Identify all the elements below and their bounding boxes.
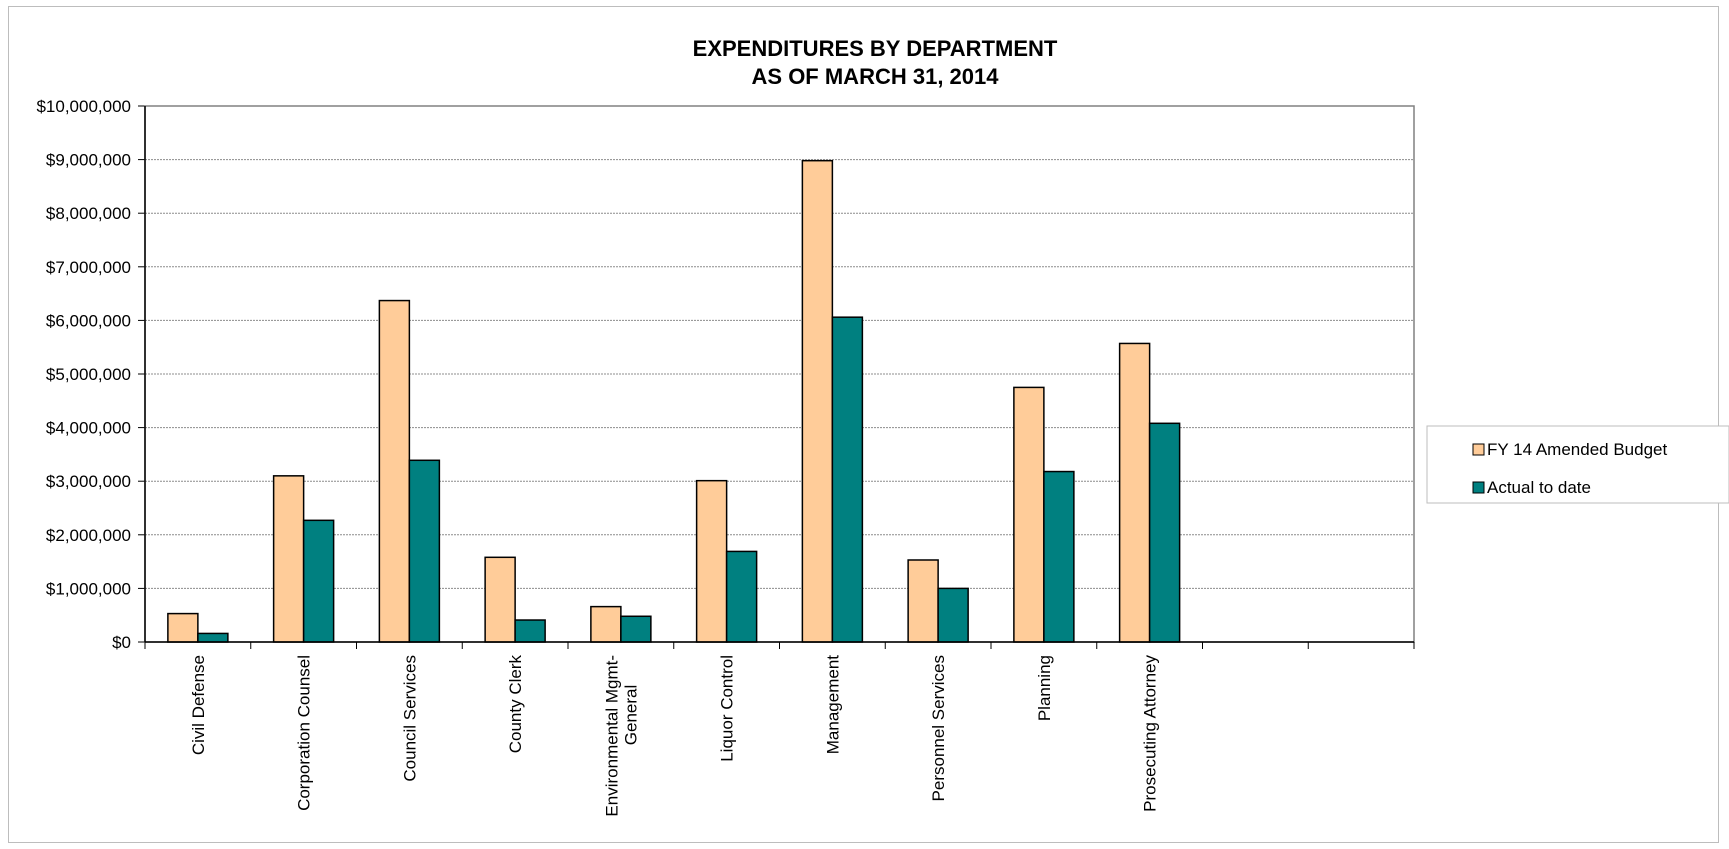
x-tick-label: Liquor Control	[718, 655, 737, 762]
plot-area: $0 $1,000,000 $2,000,000 $3,000,000 $4,000,0…	[36, 97, 1415, 817]
y-tick-label: $1,000,000	[46, 579, 131, 598]
y-tick-label: $7,000,000	[46, 258, 131, 277]
legend-swatch	[1472, 443, 1485, 456]
legend-label: Actual to date	[1487, 478, 1591, 497]
y-tick-label: $2,000,000	[46, 526, 131, 545]
chart-title-line-1: EXPENDITURES BY DEPARTMENT	[693, 36, 1058, 61]
chart-frame	[8, 6, 1719, 843]
chart-title-line-2: AS OF MARCH 31, 2014	[752, 64, 1000, 89]
bar-actual	[302, 519, 335, 643]
bar-budget	[1118, 342, 1151, 643]
bar-actual	[937, 587, 969, 643]
bar-budget	[272, 475, 305, 643]
bar-actual	[725, 550, 758, 643]
y-tick-label: $6,000,000	[46, 311, 131, 330]
y-tick-label: $10,000,000	[36, 97, 131, 116]
y-tick-label: $4,000,000	[46, 419, 131, 438]
y-tick-label: $3,000,000	[46, 472, 131, 491]
bar-budget	[801, 159, 834, 643]
bar-budget	[1013, 386, 1045, 643]
bar-actual	[1043, 470, 1075, 643]
bar-actual	[831, 316, 864, 643]
y-tick-label: $0	[112, 633, 131, 652]
y-tick-label: $8,000,000	[46, 204, 131, 223]
bar-actual	[514, 619, 546, 643]
legend: FY 14 Amended Budget Actual to date	[1426, 425, 1729, 504]
bar-actual	[197, 632, 229, 643]
legend-swatch	[1472, 481, 1485, 494]
bar-actual	[620, 615, 652, 643]
x-tick-label: Planning	[1035, 655, 1054, 721]
x-tick-label: Civil Defense	[189, 655, 208, 755]
x-tick-label: Personnel Services	[929, 655, 948, 801]
x-tick-label: Corporation Counsel	[295, 655, 314, 811]
bar-budget	[484, 556, 516, 643]
x-tick-label: Prosecuting Attorney	[1141, 655, 1160, 812]
bar-budget	[378, 299, 411, 643]
bar-actual	[1148, 422, 1181, 643]
bar-budget	[907, 559, 939, 643]
x-tick-label: Council Services	[400, 655, 419, 782]
y-tick-label: $9,000,000	[46, 151, 131, 170]
legend-label: FY 14 Amended Budget	[1487, 440, 1667, 459]
bar-budget	[590, 605, 622, 643]
chart-title: EXPENDITURES BY DEPARTMENT AS OF MARCH 3…	[693, 36, 1058, 89]
bar-budget	[695, 479, 728, 643]
y-tick-label: $5,000,000	[46, 365, 131, 384]
bar-budget	[167, 612, 199, 643]
x-tick-label: County Clerk	[506, 655, 525, 754]
x-tick-label: Management	[823, 655, 842, 755]
x-tick-label: Environmental Mgmt-General	[602, 655, 640, 817]
bar-actual	[408, 459, 441, 643]
